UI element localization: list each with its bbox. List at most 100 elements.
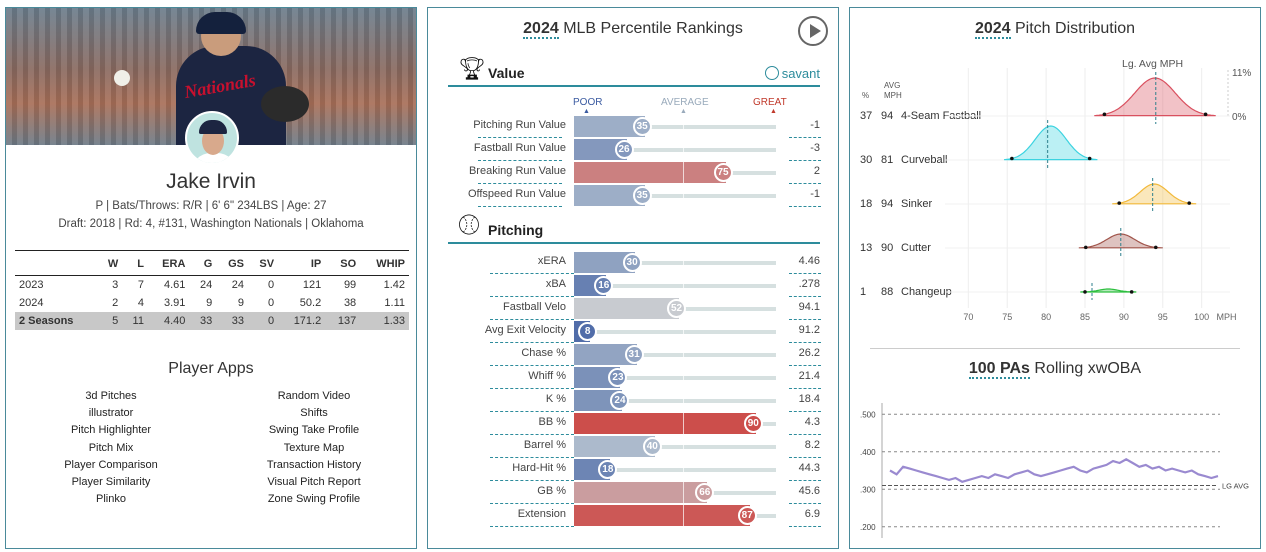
percentile-row[interactable]: Whiff % 23 21.4 xyxy=(428,366,838,389)
midpoint-line xyxy=(683,344,684,365)
midpoint-line xyxy=(683,321,684,342)
player-app-link[interactable]: Swing Take Profile xyxy=(268,424,360,437)
section-divider xyxy=(870,348,1240,349)
percentile-row[interactable]: Fastball Velo 52 94.1 xyxy=(428,297,838,320)
stats-header: IP xyxy=(278,250,326,276)
player-app-link[interactable]: 3d Pitches xyxy=(85,390,137,402)
xwoba-series-line[interactable] xyxy=(889,458,1219,483)
midpoint-line xyxy=(683,413,684,434)
stats-cell: 0 xyxy=(247,312,279,330)
metric-label: Barrel % xyxy=(523,439,566,451)
stats-cell: 7 xyxy=(137,279,144,291)
player-app-link[interactable]: illustrator xyxy=(88,407,134,420)
metric-label: Fastball Run Value xyxy=(473,142,566,154)
percentile-row[interactable]: xBA 16 .278 xyxy=(428,274,838,297)
percentile-row[interactable]: Barrel % 40 8.2 xyxy=(428,435,838,458)
percentile-row[interactable]: GB % 66 45.6 xyxy=(428,481,838,504)
stats-cell: 11 xyxy=(122,312,148,330)
stats-cell: 1.42 xyxy=(383,279,405,291)
player-apps-title: Player Apps xyxy=(168,360,254,377)
metric-label: Whiff % xyxy=(528,370,566,382)
metric-value: 21.4 xyxy=(798,370,820,382)
percentile-track xyxy=(574,125,776,129)
player-app-link[interactable]: Player Comparison xyxy=(64,458,158,471)
metric-label: Hard-Hit % xyxy=(512,462,566,474)
metric-label: Pitching Run Value xyxy=(473,119,566,131)
metric-label: BB % xyxy=(538,416,566,428)
midpoint-line xyxy=(683,139,684,160)
metric-label: Breaking Run Value xyxy=(468,165,566,177)
metric-label: Chase % xyxy=(521,347,566,359)
pitch-density-curve[interactable] xyxy=(1112,183,1197,205)
player-app-link[interactable]: Random Video xyxy=(277,390,351,402)
player-app-link[interactable]: Pitch Mix xyxy=(88,441,134,454)
play-icon[interactable] xyxy=(798,16,828,46)
curve-endpoint xyxy=(1102,112,1107,117)
midpoint-line xyxy=(683,482,684,503)
stats-cell: 0 xyxy=(267,297,275,309)
savant-logo[interactable]: savant xyxy=(764,66,820,81)
percentile-row[interactable]: Fastball Run Value 26 -3 xyxy=(428,138,838,161)
percentile-row[interactable]: K % 24 18.4 xyxy=(428,389,838,412)
percentile-badge: 75 xyxy=(713,163,733,182)
percentile-badge: 8 xyxy=(578,322,598,341)
percentile-row[interactable]: Avg Exit Velocity 8 91.2 xyxy=(428,320,838,343)
player-app-link[interactable]: Shifts xyxy=(300,407,328,420)
percentile-track xyxy=(574,376,776,380)
percentile-row[interactable]: Breaking Run Value 75 2 xyxy=(428,161,838,184)
percentile-row[interactable]: Extension 87 6.9 xyxy=(428,504,838,527)
row-divider xyxy=(789,160,821,161)
percentile-row[interactable]: BB % 90 4.3 xyxy=(428,412,838,435)
midpoint-line xyxy=(683,185,684,206)
metric-label: Fastball Velo xyxy=(503,301,566,313)
percentile-badge: 35 xyxy=(632,117,652,136)
row-divider xyxy=(789,342,821,343)
pitch-usage-pct: 1 xyxy=(860,286,866,298)
curve-endpoint xyxy=(1203,112,1208,117)
row-divider xyxy=(490,388,574,389)
percentile-track xyxy=(574,148,776,152)
player-app-link[interactable]: Zone Swing Profile xyxy=(267,493,361,506)
midpoint-line xyxy=(683,367,684,388)
stats-cell: 2023 xyxy=(19,279,44,291)
pitch-avg-mph: 81 xyxy=(881,154,893,166)
percentile-row[interactable]: Offspeed Run Value 35 -1 xyxy=(428,184,838,207)
player-app-link[interactable]: Pitch Highlighter xyxy=(70,424,152,437)
percentile-row[interactable]: Hard-Hit % 18 44.3 xyxy=(428,458,838,481)
metric-value: 2 xyxy=(813,165,820,177)
percentile-row[interactable]: Chase % 31 26.2 xyxy=(428,343,838,366)
pitch-avg-mph: 88 xyxy=(881,286,893,298)
pitch-density-curve[interactable] xyxy=(1080,288,1137,293)
percentile-row[interactable]: xERA 30 4.46 xyxy=(428,251,838,274)
percentile-badge: 87 xyxy=(737,506,757,525)
player-draft-info: Draft: 2018 | Rd: 4, #131, Washington Na… xyxy=(58,218,364,230)
stats-cell: 137 xyxy=(325,312,361,330)
stats-cell: 3 xyxy=(112,279,119,291)
player-app-link[interactable]: Texture Map xyxy=(283,441,345,454)
pitch-density-curve[interactable] xyxy=(1094,77,1216,117)
metric-label: Avg Exit Velocity xyxy=(484,324,566,336)
row-divider xyxy=(789,183,821,184)
metric-label: Offspeed Run Value xyxy=(467,188,566,200)
pitch-density-curve[interactable] xyxy=(1004,125,1098,161)
row-divider xyxy=(490,503,574,504)
player-app-link[interactable]: Transaction History xyxy=(266,458,362,471)
player-app-link[interactable]: Visual Pitch Report xyxy=(267,476,361,489)
player-app-link[interactable]: Player Similarity xyxy=(71,476,151,489)
percentile-row[interactable]: Pitching Run Value 35 -1 xyxy=(428,115,838,138)
percentile-badge: 24 xyxy=(610,391,630,410)
metric-value: -1 xyxy=(810,119,820,131)
league-average-label: Lg. Avg MPH xyxy=(1122,58,1184,70)
row-divider xyxy=(789,411,821,412)
metric-value: 91.2 xyxy=(798,324,820,336)
curve-endpoint xyxy=(1010,156,1014,161)
y-tick-label: .400 xyxy=(860,448,876,457)
stats-cell: 50.2 xyxy=(299,297,322,309)
x-tick-label: 85 xyxy=(1080,312,1090,322)
row-divider xyxy=(789,137,821,138)
stats-cell: 0 xyxy=(267,279,275,291)
metric-value: 44.3 xyxy=(798,462,820,474)
percentile-badge: 30 xyxy=(622,253,642,272)
player-app-link[interactable]: Plinko xyxy=(96,493,126,506)
curve-endpoint xyxy=(1117,201,1122,205)
